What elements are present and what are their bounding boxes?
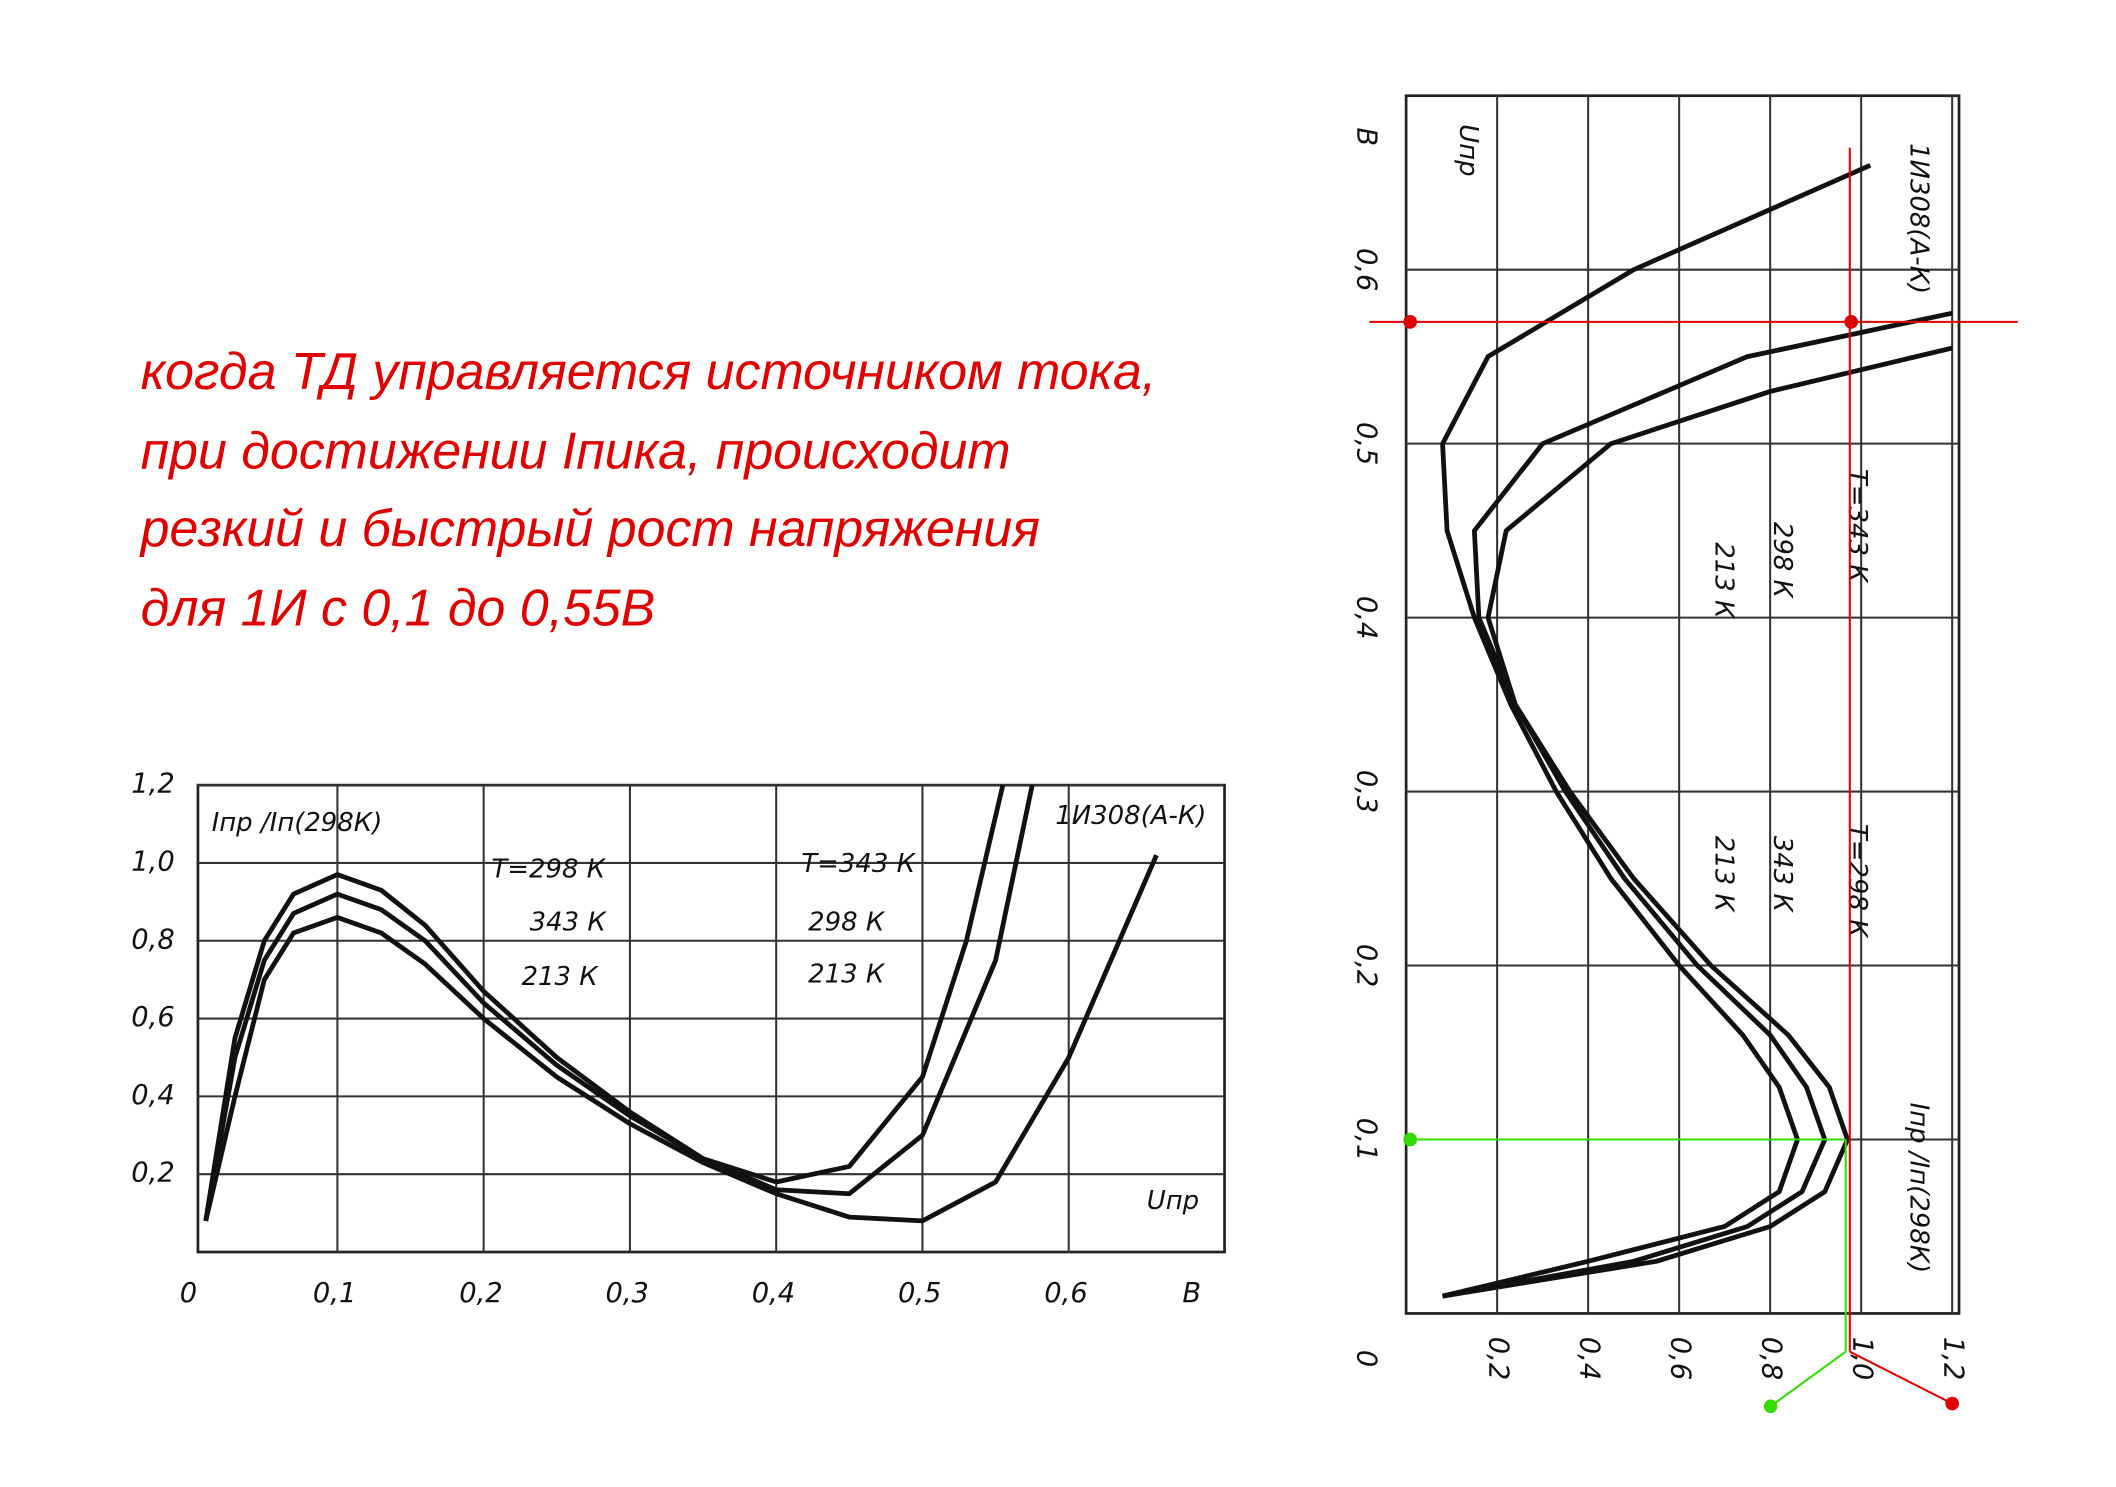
chart-title: 1И308(А-К)	[1055, 801, 1206, 831]
x-axis-label: Uпр	[1147, 1186, 1199, 1216]
series-label: 213 К	[1708, 542, 1738, 620]
x-axis-label: Uпр	[1453, 124, 1483, 176]
x-tick-label: 0,4	[1574, 1337, 1605, 1380]
curve	[1440, 163, 1872, 1299]
reference-dot	[1403, 1132, 1418, 1147]
x-tick-label: 0,6	[1044, 1278, 1087, 1309]
reference-dot	[1403, 315, 1418, 329]
plot-frame	[1404, 94, 1961, 1315]
y-tick-label: 0,8	[131, 924, 174, 955]
slide-text: для 1И с 0,1 до 0,55В	[141, 578, 656, 636]
series-label: 298 К	[1767, 522, 1797, 600]
x-tick-label: 0,2	[459, 1278, 502, 1309]
x-tick-label: 0,5	[898, 1278, 941, 1309]
x-tick-label: 0,3	[605, 1278, 648, 1309]
y-tick-label: 0,2	[1351, 944, 1382, 987]
series-label: 213 К	[521, 962, 599, 992]
x-tick-label: 0,2	[1483, 1337, 1514, 1380]
curve	[1442, 310, 1953, 1299]
annotation: T=343 К	[801, 849, 916, 879]
x-tick-label: 0	[1351, 1350, 1382, 1367]
curve	[203, 854, 1159, 1224]
y-tick-label: 0,6	[131, 1002, 174, 1033]
x-tick-label: 0	[180, 1278, 197, 1309]
curve	[203, 784, 1035, 1222]
y-tick-label: 0,5	[1351, 422, 1382, 465]
annotation: Т=298 К	[1842, 824, 1872, 939]
x-tick-label: 0,4	[752, 1278, 795, 1309]
x-tick-label: 0,8	[1756, 1337, 1787, 1380]
annotation: 213 К	[808, 959, 886, 989]
series-label: Т=343 К	[1842, 469, 1872, 584]
x-tick-label: 0,6	[1665, 1337, 1696, 1380]
x-tick-label: 1,2	[1938, 1337, 1969, 1380]
y-axis-label: Iпр /Iп(298К)	[212, 808, 383, 838]
y-axis-label: Iпр /Iп(298К)	[1904, 1102, 1934, 1273]
y-tick-label: 0,1	[1351, 1118, 1382, 1161]
x-unit: В	[1182, 1278, 1201, 1309]
chart-title: 1И308(А-К)	[1904, 143, 1934, 294]
y-tick-label: 0,4	[1351, 596, 1382, 639]
slide-text: при достижении Iпика, происходит	[141, 421, 1011, 479]
annotation: 213 К	[1708, 836, 1738, 914]
series-label: T=298 К	[491, 854, 606, 884]
annotation: 343 К	[1767, 836, 1797, 914]
curve	[1442, 345, 1953, 1299]
slide-text: резкий и быстрый рост напряжения	[139, 499, 1040, 557]
curve	[203, 784, 1006, 1222]
x-tick-label: 0,1	[313, 1278, 356, 1309]
y-tick-label: 1,0	[131, 846, 174, 877]
y-tick-label: 1,2	[131, 769, 174, 800]
y-tick-label: 0,6	[1351, 248, 1382, 291]
x-unit: В	[1351, 127, 1382, 146]
annotation: 298 К	[808, 908, 886, 938]
y-tick-label: 0,2	[131, 1158, 174, 1189]
y-tick-label: 0,4	[131, 1080, 174, 1111]
reference-dot	[1763, 1399, 1778, 1414]
y-tick-label: 0,3	[1351, 770, 1382, 813]
reference-leader	[1770, 1350, 1847, 1408]
reference-dot	[1945, 1396, 1960, 1411]
series-label: 343 К	[530, 908, 608, 938]
reference-leader	[1849, 1350, 1953, 1405]
reference-dot	[1844, 315, 1858, 329]
slide-text: когда ТД управляется источником тока,	[141, 342, 1157, 400]
